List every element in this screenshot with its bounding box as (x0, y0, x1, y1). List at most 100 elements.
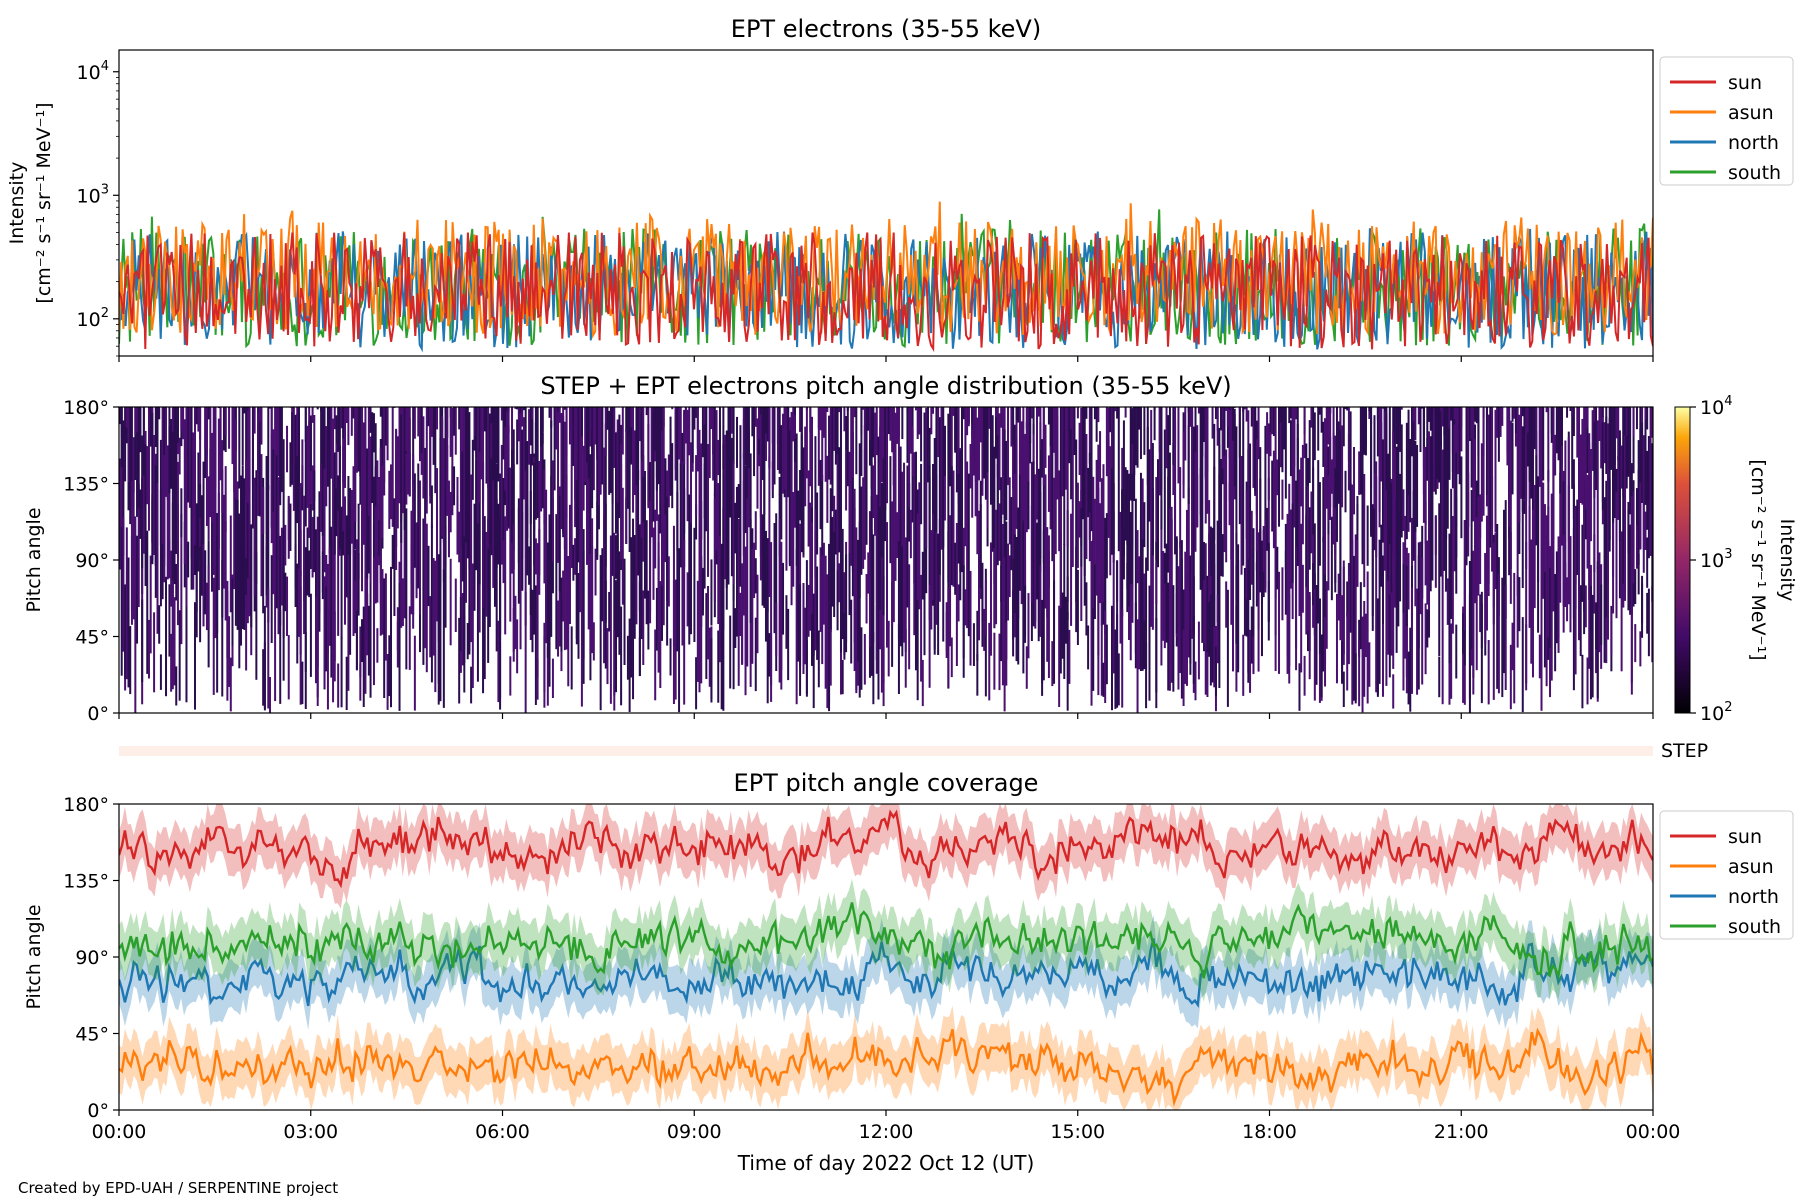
panel1-series-group (119, 201, 1653, 353)
heatmap-cell (906, 407, 909, 463)
heatmap-cell (274, 469, 277, 593)
heatmap-cell (732, 460, 735, 585)
heatmap-cell (785, 595, 788, 649)
heatmap-cell (642, 590, 645, 665)
heatmap-cell (587, 478, 590, 630)
heatmap-cell (303, 529, 306, 634)
heatmap-cell (1387, 523, 1390, 655)
heatmap-cell (528, 546, 531, 585)
heatmap-cell (511, 449, 514, 543)
heatmap-cell (376, 628, 379, 663)
heatmap-cell (1472, 407, 1475, 522)
heatmap-cell (372, 557, 375, 686)
heatmap-cell (662, 407, 665, 497)
heatmap-cell (294, 543, 297, 607)
heatmap-cell (139, 489, 142, 539)
heatmap-cell (306, 527, 309, 596)
heatmap-cell (1453, 407, 1456, 435)
heatmap-cell (621, 407, 624, 455)
heatmap-cell (976, 417, 979, 555)
heatmap-cell (920, 574, 923, 682)
heatmap-cell (1387, 453, 1390, 581)
heatmap-cell (793, 407, 796, 439)
heatmap-cell (1303, 407, 1306, 459)
heatmap-cell (916, 513, 919, 601)
heatmap-cell (1237, 544, 1240, 669)
heatmap-cell (369, 436, 372, 583)
heatmap-cell (1206, 575, 1209, 653)
heatmap-cell (1288, 407, 1291, 424)
heatmap-cell (981, 586, 984, 647)
heatmap-cell (255, 470, 258, 584)
heatmap-cell (696, 407, 699, 472)
heatmap-cell (1474, 438, 1477, 604)
heatmap-cell (304, 407, 307, 527)
heatmap-cell (1027, 407, 1030, 445)
heatmap-cell (413, 635, 416, 711)
heatmap-cell (1540, 553, 1543, 711)
heatmap-cell (638, 407, 641, 442)
colorbar-tick-label: 102 (1700, 700, 1732, 725)
heatmap-cell (1104, 610, 1107, 703)
heatmap-cell (1039, 491, 1042, 559)
heatmap-cell (961, 458, 963, 573)
heatmap-cell (822, 542, 825, 625)
heatmap-cell (458, 511, 461, 563)
heatmap-cell (301, 661, 304, 705)
heatmap-cell (780, 425, 783, 540)
x-tick-label: 15:00 (1050, 1121, 1105, 1143)
heatmap-cell (343, 526, 346, 625)
heatmap-cell (403, 407, 406, 530)
heatmap-cell (730, 407, 733, 434)
heatmap-cell (1209, 559, 1212, 595)
heatmap-cell (1344, 470, 1347, 513)
heatmap-cell (543, 469, 546, 584)
heatmap-cell (1528, 466, 1531, 551)
heatmap-cell (274, 558, 277, 702)
heatmap-cell (570, 407, 573, 568)
heatmap-cell (1627, 501, 1630, 611)
heatmap-cell (364, 407, 367, 468)
heatmap-cell (954, 407, 957, 453)
heatmap-cell (478, 542, 481, 633)
heatmap-cell (238, 582, 241, 669)
heatmap-cell (1281, 407, 1284, 421)
heatmap-cell (309, 416, 312, 471)
heatmap-cell (657, 407, 660, 485)
heatmap-cell (279, 610, 282, 704)
heatmap-cell (851, 407, 854, 478)
heatmap-cell (229, 515, 232, 613)
heatmap-cell (297, 452, 300, 569)
heatmap-cell (444, 525, 447, 628)
heatmap-cell (142, 407, 145, 507)
heatmap-cell (355, 407, 358, 473)
heatmap-cell (531, 407, 534, 466)
heatmap-cell (1252, 636, 1255, 675)
heatmap-cell (1639, 407, 1642, 483)
heatmap-cell (1201, 502, 1204, 643)
heatmap-cell (889, 407, 892, 441)
heatmap-cell (1095, 459, 1098, 596)
heatmap-cell (838, 447, 841, 553)
heatmap-cell (1555, 407, 1558, 454)
heatmap-cell (449, 491, 452, 533)
heatmap-cell (478, 451, 481, 503)
heatmap-cell (211, 432, 214, 475)
heatmap-cell (949, 407, 952, 487)
heatmap-cell (1630, 496, 1633, 615)
heatmap-cell (575, 407, 578, 493)
heatmap-cell (228, 407, 231, 449)
heatmap-cell (436, 468, 439, 622)
heatmap-cell (205, 582, 208, 631)
heatmap-cell (1160, 407, 1163, 486)
heatmap-cell (855, 407, 858, 475)
heatmap-cell (287, 635, 290, 700)
heatmap-cell (1088, 452, 1091, 540)
heatmap-cell (1479, 594, 1482, 633)
heatmap-cell (277, 477, 280, 635)
heatmap-cell (768, 407, 771, 469)
heatmap-cell (1020, 474, 1023, 605)
heatmap-cell (1581, 524, 1584, 602)
heatmap-cell (894, 412, 897, 547)
heatmap-cell (134, 516, 137, 621)
